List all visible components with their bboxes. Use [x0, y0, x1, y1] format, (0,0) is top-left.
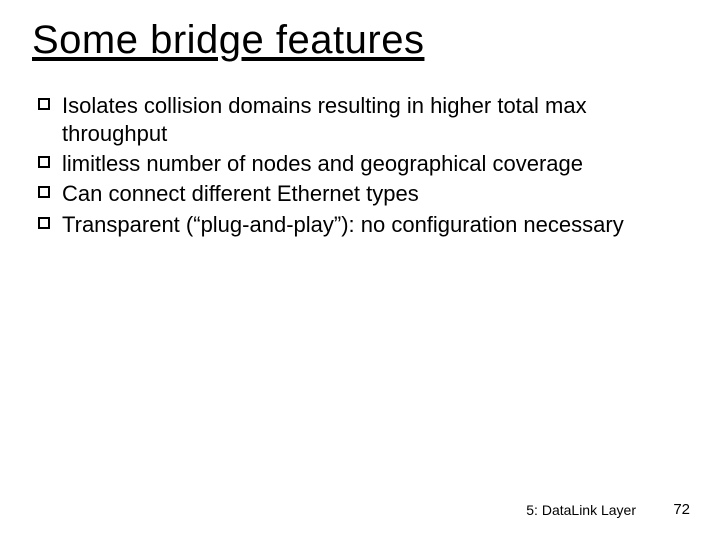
slide: Some bridge features Isolates collision … — [0, 0, 720, 540]
square-bullet-icon — [38, 156, 50, 168]
square-bullet-icon — [38, 98, 50, 110]
bullet-text: limitless number of nodes and geographic… — [62, 151, 583, 176]
slide-body: Isolates collision domains resulting in … — [38, 92, 658, 241]
bullet-text: Can connect different Ethernet types — [62, 181, 419, 206]
square-bullet-icon — [38, 217, 50, 229]
bullet-item: Transparent (“plug-and-play”): no config… — [38, 211, 658, 239]
bullet-text: Isolates collision domains resulting in … — [62, 93, 587, 146]
bullet-item: Can connect different Ethernet types — [38, 180, 658, 208]
footer-page-number: 72 — [673, 501, 690, 518]
footer-section-label: 5: DataLink Layer — [526, 502, 636, 518]
bullet-item: Isolates collision domains resulting in … — [38, 92, 658, 148]
bullet-item: limitless number of nodes and geographic… — [38, 150, 658, 178]
slide-title: Some bridge features — [32, 18, 424, 62]
bullet-text: Transparent (“plug-and-play”): no config… — [62, 212, 624, 237]
square-bullet-icon — [38, 186, 50, 198]
